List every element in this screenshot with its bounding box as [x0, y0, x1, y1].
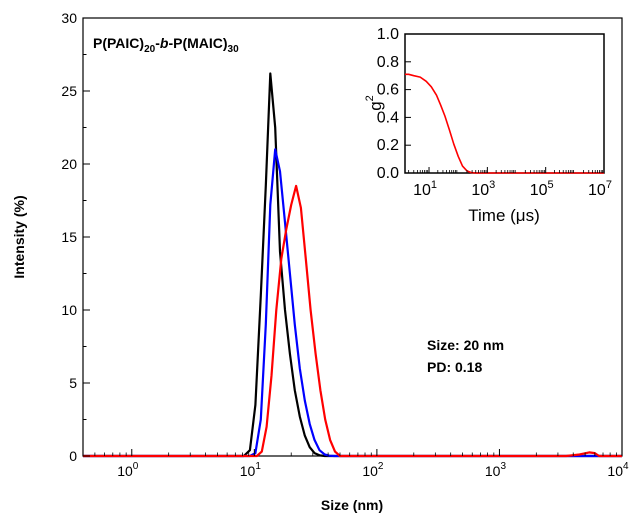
x-tick-label: 107 [588, 179, 612, 199]
inset-plot-frame [404, 33, 605, 174]
inset-plot: 0.0 0.2 0.4 0.6 0.8 1.0 101 103 105 107 g2 Time … [364, 26, 612, 225]
main-series-group [83, 72, 622, 458]
inset-y-axis-label: g2 [364, 95, 385, 111]
x-tick-label: 105 [530, 179, 554, 199]
inset-x-axis-label: Time (μs) [468, 206, 540, 225]
y-tick-label: 25 [61, 83, 77, 99]
x-tick-label: 102 [362, 461, 384, 479]
y-tick-label: 0.8 [377, 54, 399, 71]
x-tick-label: 101 [240, 461, 262, 479]
series-line-3 [83, 184, 622, 458]
y-tick-label: 10 [61, 302, 77, 318]
x-tick-label: 103 [485, 461, 507, 479]
x-tick-label: 100 [117, 461, 139, 479]
inset-x-ticks: 101 103 105 107 [408, 167, 612, 199]
y-tick-label: 0.6 [377, 82, 399, 99]
main-plot: 0 5 10 15 20 25 30 100 101 102 103 104 Intensity (… [11, 10, 629, 513]
series-line-1 [83, 72, 622, 458]
y-tick-label: 5 [69, 375, 77, 391]
inset-y-ticks: 0.0 0.2 0.4 0.6 0.8 1.0 [377, 26, 411, 182]
y-tick-label: 0 [69, 448, 77, 464]
size-annotation: Size: 20 nm [427, 337, 504, 353]
y-tick-label: 15 [61, 229, 77, 245]
pd-annotation: PD: 0.18 [427, 359, 482, 375]
y-tick-label: 0.2 [377, 137, 399, 154]
y-tick-label: 1.0 [377, 26, 399, 43]
main-y-ticks: 0 5 10 15 20 25 30 [61, 10, 90, 464]
x-tick-label: 103 [471, 179, 495, 199]
series-line-2 [83, 148, 622, 458]
main-x-axis-label: Size (nm) [321, 497, 383, 513]
main-y-axis-label: Intensity (%) [11, 195, 27, 278]
y-tick-label: 0.4 [377, 109, 399, 126]
polymer-label: P(PAIC)20-b-P(MAIC)30 [93, 35, 239, 55]
y-tick-label: 30 [61, 10, 77, 26]
main-x-ticks: 100 101 102 103 104 [82, 449, 629, 479]
y-tick-label: 0.0 [377, 165, 399, 182]
x-tick-label: 104 [607, 461, 629, 479]
x-tick-label: 101 [413, 179, 437, 199]
y-tick-label: 20 [61, 156, 77, 172]
